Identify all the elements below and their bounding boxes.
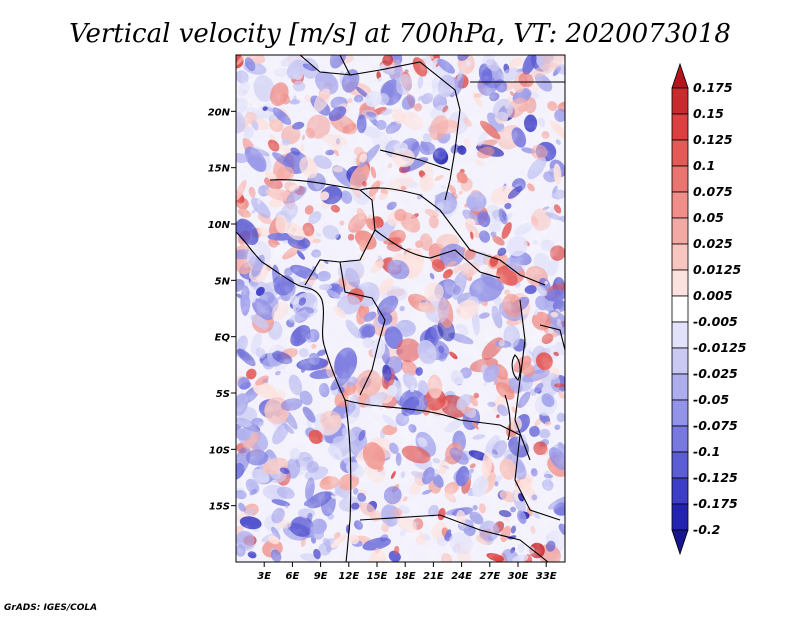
- country-borders: [236, 55, 565, 562]
- colorbar-swatch: [671, 347, 689, 375]
- colorbar: 0.175 0.15 0.125 0.1 0.075 0.05 0.025 0.0125 0.0…: [671, 62, 747, 556]
- border-line: [359, 514, 549, 562]
- border-line: [374, 229, 501, 279]
- colorbar-label: 0.175: [693, 80, 733, 95]
- x-tick-label: 24E: [451, 571, 472, 582]
- colorbar-swatch: [671, 503, 689, 531]
- x-tick-label: 21E: [423, 571, 444, 582]
- y-tick-label: EQ: [215, 333, 231, 344]
- colorbar-swatch: [671, 243, 689, 271]
- border-line: [236, 55, 461, 201]
- y-tick-label: 20N: [208, 107, 231, 118]
- colorbar-label: 0.005: [693, 288, 733, 303]
- border-line: [539, 324, 565, 351]
- colorbar-swatch: [671, 217, 689, 245]
- y-tick-label: 10S: [209, 445, 230, 456]
- border-line: [269, 179, 376, 286]
- colorbar-label: -0.05: [693, 392, 729, 407]
- x-tick-label: 30E: [508, 571, 529, 582]
- colorbar-label: 0.15: [693, 106, 724, 121]
- map-field: [236, 55, 565, 562]
- border-line: [379, 149, 451, 171]
- y-axis: 20N 15N 10N 5N EQ 5S 10S 15S: [208, 107, 236, 513]
- colorbar-swatch: [671, 139, 689, 167]
- colorbar-label: -0.175: [693, 496, 738, 511]
- y-tick-label: 10N: [208, 220, 231, 231]
- colorbar-label: 0.0125: [693, 262, 742, 277]
- colorbar-swatch: [671, 373, 689, 401]
- colorbar-label: -0.2: [693, 522, 720, 537]
- colorbar-label: 0.125: [693, 132, 733, 147]
- border-line: [344, 399, 561, 521]
- map-frame: [235, 54, 566, 563]
- colorbar-label: -0.0125: [693, 340, 747, 355]
- border-line: [514, 299, 531, 461]
- y-tick-label: 5N: [215, 276, 231, 287]
- coastline: [236, 231, 352, 562]
- x-tick-label: 12E: [338, 571, 359, 582]
- field-texture: [236, 55, 565, 562]
- colorbar-label: -0.125: [693, 470, 738, 485]
- x-tick-label: 3E: [257, 571, 271, 582]
- x-tick-label: 27E: [479, 571, 500, 582]
- colorbar-label: 0.1: [693, 158, 715, 173]
- chart-title: Vertical velocity [m/s] at 700hPa, VT: 2…: [69, 19, 731, 49]
- colorbar-swatch: [671, 451, 689, 479]
- colorbar-label: 0.05: [693, 210, 724, 225]
- x-tick-label: 18E: [395, 571, 416, 582]
- border-line: [339, 261, 386, 396]
- colorbar-swatch: [671, 62, 689, 89]
- y-tick-label: 5S: [216, 389, 230, 400]
- colorbar-swatch: [671, 165, 689, 193]
- colorbar-swatch: [671, 321, 689, 349]
- lake-outline: [504, 394, 511, 441]
- colorbar-label: 0.025: [693, 236, 733, 251]
- x-tick-label: 33E: [536, 571, 557, 582]
- colorbar-swatch: [671, 399, 689, 427]
- colorbar-swatch: [671, 191, 689, 219]
- x-tick-label: 6E: [286, 571, 300, 582]
- colorbar-swatch: [671, 269, 689, 297]
- colorbar-label: -0.1: [693, 444, 720, 459]
- lake-outline: [511, 354, 521, 381]
- border-line: [299, 55, 353, 76]
- y-tick-label: 15N: [208, 164, 231, 175]
- x-tick-label: 9E: [314, 571, 328, 582]
- x-tick-label: 15E: [367, 571, 388, 582]
- y-tick-label: 15S: [209, 502, 230, 513]
- colorbar-swatch: [671, 87, 689, 115]
- x-axis: 3E 6E 9E 12E 15E 18E 21E 24E 27E 30E 33E: [257, 562, 557, 582]
- colorbar-label: -0.005: [693, 314, 738, 329]
- colorbar-label: -0.025: [693, 366, 738, 381]
- colorbar-swatch: [671, 477, 689, 505]
- colorbar-label: 0.075: [693, 184, 733, 199]
- colorbar-swatch: [671, 295, 689, 323]
- colorbar-swatch: [671, 425, 689, 453]
- grads-credit: GrADS: IGES/COLA: [4, 603, 98, 613]
- colorbar-swatch: [671, 113, 689, 141]
- colorbar-swatch: [671, 529, 689, 556]
- colorbar-label: -0.075: [693, 418, 738, 433]
- border-line: [359, 187, 546, 286]
